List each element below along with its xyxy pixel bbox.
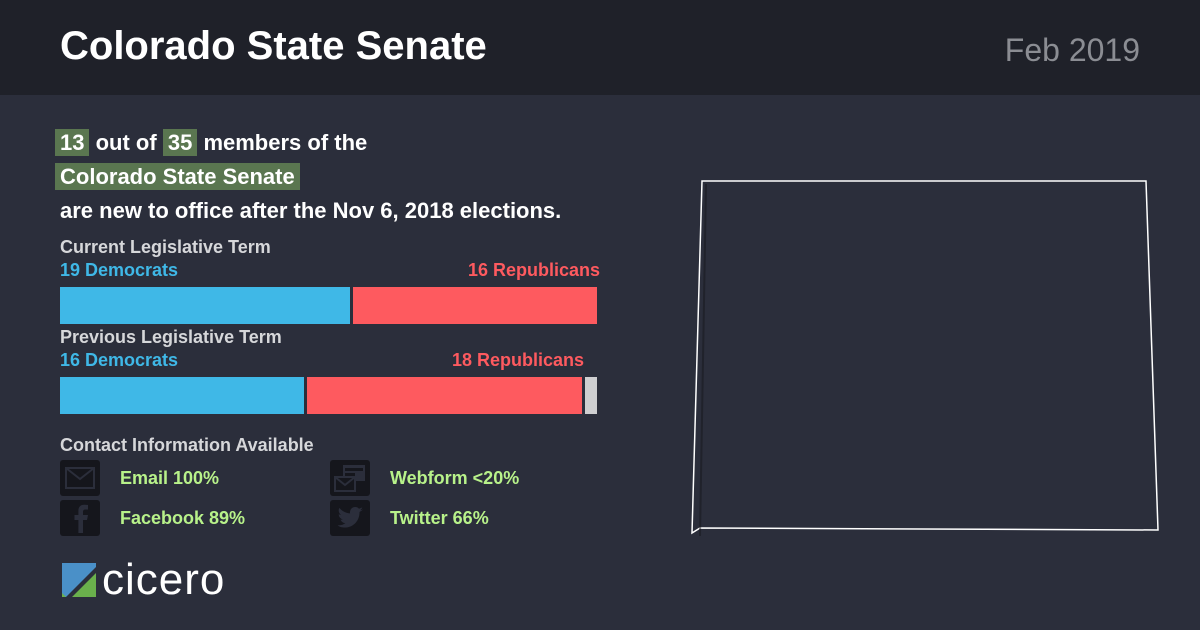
- twitter-stat: Twitter 66%: [390, 507, 489, 528]
- date-label: Feb 2019: [1004, 32, 1140, 68]
- contact-facebook: Facebook 89%: [60, 500, 245, 536]
- email-stat: Email 100%: [120, 467, 220, 488]
- page-title: Colorado State Senate: [60, 24, 487, 68]
- header-bar: Colorado State Senate Feb 2019: [0, 0, 1200, 95]
- webform-icon: [330, 460, 370, 496]
- webform-stat: Webform <20%: [390, 467, 520, 488]
- previous-rep-segment: [307, 377, 582, 414]
- previous-dem-segment: [60, 377, 304, 414]
- current-rep-segment: [353, 287, 597, 324]
- current-rep-label: 16 Republicans: [467, 260, 600, 280]
- contact-webform: Webform <20%: [330, 460, 519, 496]
- cicero-logo-icon: [62, 563, 96, 597]
- colorado-map-outline: [691, 180, 1159, 536]
- current-term-label: Current Legislative Term: [60, 237, 271, 257]
- intro-line-1: 13 out of 35 members of the: [55, 126, 655, 160]
- cicero-logo: cicero: [62, 555, 226, 604]
- previous-dem-label: 16 Democrats: [60, 350, 179, 370]
- current-dem-label: 19 Democrats: [60, 260, 179, 280]
- previous-rep-label: 18 Republicans: [451, 350, 584, 370]
- cicero-wordmark: cicero: [102, 555, 226, 604]
- out-of-text: out of: [95, 130, 157, 155]
- total-highlight: 35: [162, 129, 198, 156]
- facebook-icon: [60, 500, 100, 536]
- contact-email: Email 100%: [60, 460, 219, 496]
- facebook-stat: Facebook 89%: [120, 507, 246, 528]
- current-term-bar: [60, 287, 600, 324]
- body-name-highlight: Colorado State Senate: [55, 163, 300, 190]
- members-of-text: members of the: [203, 130, 368, 155]
- current-dem-segment: [60, 287, 350, 324]
- previous-term-label: Previous Legislative Term: [60, 327, 282, 347]
- intro-line-2: Colorado State Senate: [55, 160, 655, 194]
- new-count-highlight: 13: [55, 129, 90, 156]
- previous-other-segment: [585, 377, 597, 414]
- intro-line-3: are new to office after the Nov 6, 2018 …: [60, 198, 562, 223]
- contact-title: Contact Information Available: [60, 435, 314, 455]
- twitter-icon: [330, 500, 370, 536]
- previous-term-bar: [60, 377, 600, 414]
- email-icon: [60, 460, 100, 496]
- intro-summary: 13 out of 35 members of the Colorado Sta…: [55, 126, 655, 228]
- contact-twitter: Twitter 66%: [330, 500, 489, 536]
